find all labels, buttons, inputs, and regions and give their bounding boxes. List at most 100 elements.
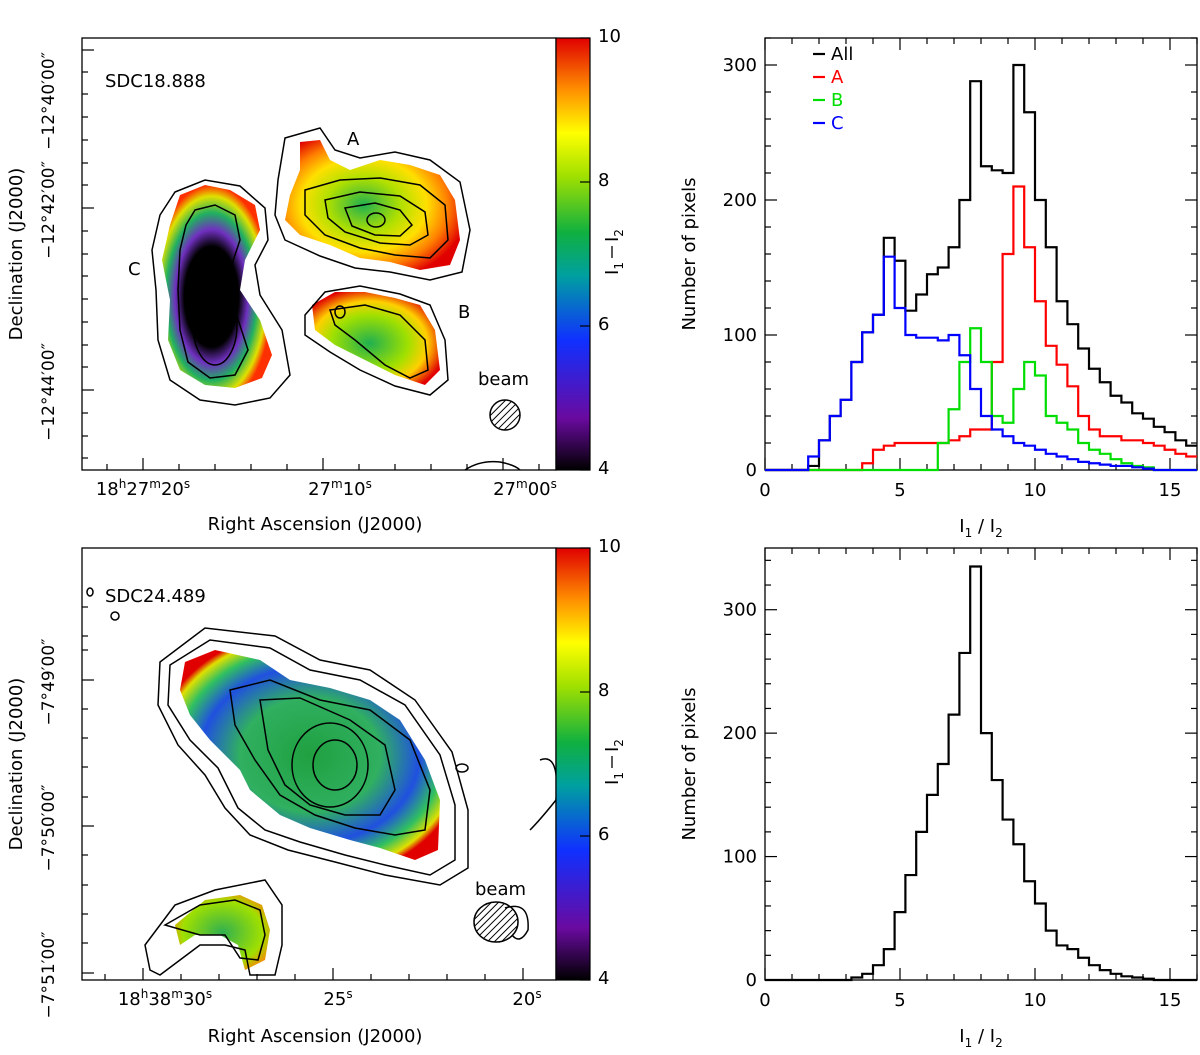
x-axis-label-part: / — [972, 1026, 990, 1047]
x-axis-label-part: 2 — [995, 1036, 1003, 1050]
contour — [334, 305, 346, 319]
ra-tick-label: 18h27m20s — [96, 477, 190, 500]
beam-ellipse — [473, 901, 519, 943]
y-axis-label: Declination (J2000) — [6, 678, 27, 851]
svg-text:I1: I1 — [602, 772, 626, 785]
contour — [291, 722, 369, 808]
contour — [144, 879, 283, 976]
contour — [167, 639, 456, 876]
x-axis-label-part: I — [990, 516, 995, 537]
x-axis-label-part: 1 — [965, 1036, 973, 1050]
contour — [455, 763, 469, 773]
svg-text:I2: I2 — [602, 739, 626, 752]
contour — [86, 587, 94, 597]
contour — [343, 202, 414, 237]
contour — [504, 905, 529, 940]
svg-text:I1: I1 — [602, 262, 626, 275]
contour — [151, 179, 291, 406]
ra-tick-label: 27m00s — [493, 477, 557, 500]
colorbar-tick-label: 6 — [598, 824, 609, 845]
ra-ticks — [104, 968, 524, 980]
dec-tick-label: −12°42′00″ — [39, 161, 59, 259]
contour — [163, 899, 266, 961]
contour — [259, 697, 396, 816]
beam-ellipse — [489, 399, 521, 431]
colorbar-tick-label: 6 — [598, 314, 609, 335]
beam-label: beam — [475, 879, 526, 900]
contour — [274, 127, 471, 281]
y-tick-label: 0 — [746, 460, 757, 481]
ra-tick-label: 25s — [323, 987, 352, 1010]
intensity-ratio-map-b — [312, 292, 440, 385]
source-label: SDC24.489 — [105, 586, 206, 607]
dec-tick-label: −12°44′00″ — [39, 343, 59, 441]
x-tick-label: 0 — [759, 990, 770, 1011]
contour — [177, 204, 249, 379]
y-tick-label: 300 — [723, 600, 757, 621]
colorbar-label: I1 I2 — [602, 229, 626, 275]
x-axis-label: I1 / I2 — [959, 516, 1002, 540]
contour — [529, 758, 558, 831]
contour — [110, 611, 120, 621]
histogram-series-c — [765, 255, 1197, 472]
contour — [324, 191, 429, 246]
y-tick-label: 100 — [723, 847, 757, 868]
contour — [464, 460, 521, 471]
map-panel-top-left: SDC18.888 A B C beam −12°40′00″ −12°42′0… — [6, 26, 626, 535]
colorbar-tick-label: 4 — [598, 968, 609, 989]
contour — [304, 285, 449, 396]
colorbar — [555, 547, 591, 981]
svg-text:I2: I2 — [602, 229, 626, 242]
x-tick-label: 15 — [1159, 480, 1182, 501]
map-panel-bottom-left: SDC24.489 beam −7°49′00″ −7°50′00″ −7°51… — [6, 536, 626, 1047]
y-axis-label: Number of pixels — [679, 687, 700, 840]
intensity-ratio-map — [175, 895, 270, 970]
x-axis-label: Right Ascension (J2000) — [208, 514, 423, 535]
y-tick-label: 0 — [746, 970, 757, 991]
legend-label-all: All — [831, 44, 853, 65]
dec-tick-label: −7°49′00″ — [39, 638, 59, 725]
legend-label-b: B — [831, 90, 843, 111]
clump-b — [304, 285, 449, 396]
contour — [366, 212, 386, 228]
x-axis-label-part: / — [972, 516, 990, 537]
x-axis-label: I1 / I2 — [959, 1026, 1002, 1050]
x-axis-label-part: 1 — [965, 526, 973, 540]
dec-tick-label: −7°50′00″ — [39, 784, 59, 871]
ra-tick-label: 27m10s — [308, 477, 372, 500]
colorbar-tick-label: 10 — [598, 536, 621, 557]
x-tick-label: 10 — [1024, 990, 1047, 1011]
y-tick-label: 200 — [723, 723, 757, 744]
colorbar-tick-label: 8 — [598, 680, 609, 701]
x-tick-label: 10 — [1024, 480, 1047, 501]
colorbar-tick-label: 4 — [598, 458, 609, 479]
y-tick-label: 300 — [723, 55, 757, 76]
ra-tick-label: 20s — [512, 987, 541, 1010]
x-axis-label-part: I — [959, 1026, 964, 1047]
ra-ticks — [106, 458, 540, 470]
colorbar-tick-label: 8 — [598, 170, 609, 191]
contour — [229, 679, 431, 836]
legend-label-a: A — [831, 67, 844, 88]
x-tick-label: 5 — [894, 990, 905, 1011]
histogram-series-a — [765, 185, 1197, 472]
ra-tick-label: 18h38m30s — [118, 987, 212, 1010]
y-axis-label: Number of pixels — [679, 177, 700, 330]
x-tick-label: 5 — [894, 480, 905, 501]
colorbar-tick-label: 10 — [598, 26, 621, 47]
contour — [192, 284, 238, 366]
x-tick-label: 0 — [759, 480, 770, 501]
source-label: SDC18.888 — [105, 71, 206, 92]
contour — [304, 177, 449, 259]
clump-label-c: C — [128, 259, 141, 280]
intensity-ratio-map-a — [285, 140, 460, 270]
intensity-ratio-map — [180, 650, 440, 860]
x-tick-label: 15 — [1159, 990, 1182, 1011]
clump-a — [274, 127, 471, 281]
beam-label: beam — [478, 369, 529, 390]
dec-tick-label: −12°40′00″ — [39, 52, 59, 150]
histogram-series-b — [765, 327, 1197, 472]
